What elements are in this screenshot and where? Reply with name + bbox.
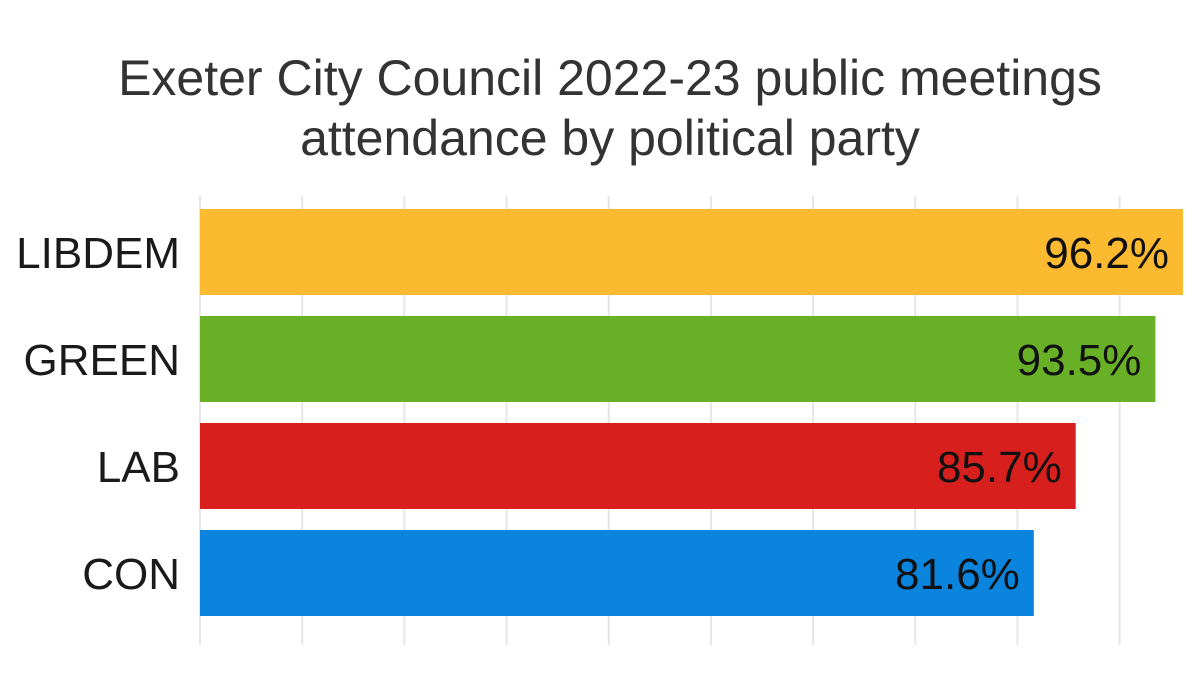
category-label-lab: LAB bbox=[97, 443, 180, 492]
value-label-con: 81.6% bbox=[895, 550, 1020, 599]
bar-con bbox=[200, 530, 1034, 616]
chart-title-line-1: Exeter City Council 2022-23 public meeti… bbox=[118, 50, 1102, 106]
chart-title-line-2: attendance by political party bbox=[300, 110, 920, 166]
bars bbox=[200, 209, 1183, 616]
category-labels: LIBDEM GREEN LAB CON bbox=[16, 229, 180, 599]
chart-title: Exeter City Council 2022-23 public meeti… bbox=[0, 48, 1200, 168]
category-label-libdem: LIBDEM bbox=[16, 229, 180, 278]
bar-lab bbox=[200, 423, 1076, 509]
bar-libdem bbox=[200, 209, 1183, 295]
category-label-con: CON bbox=[82, 550, 180, 599]
value-labels: 96.2% 93.5% 85.7% 81.6% bbox=[895, 229, 1169, 599]
bar-green bbox=[200, 316, 1156, 402]
value-label-green: 93.5% bbox=[1017, 336, 1142, 385]
value-label-libdem: 96.2% bbox=[1044, 229, 1169, 278]
category-label-green: GREEN bbox=[24, 336, 180, 385]
value-label-lab: 85.7% bbox=[937, 443, 1062, 492]
